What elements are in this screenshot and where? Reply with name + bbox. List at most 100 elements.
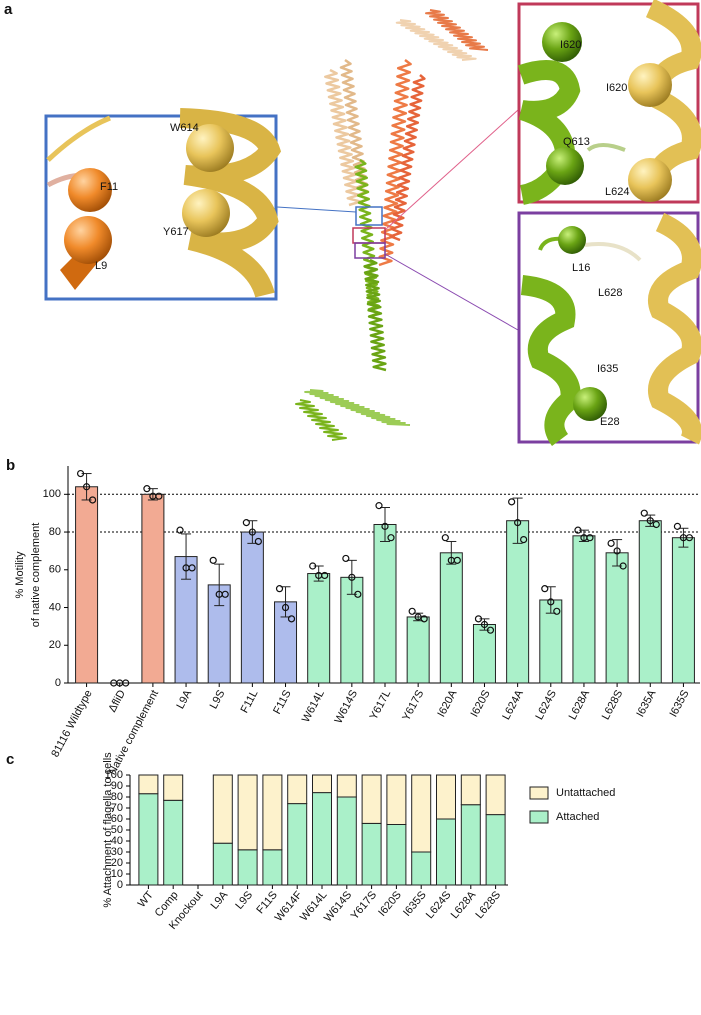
y-tick-label: 20 [49,639,61,651]
bar [671,537,695,684]
replicate-point [82,483,91,491]
y-tick-label: 40 [49,601,61,613]
replicate-point [619,562,627,570]
replicate-point [640,509,648,517]
helix [295,399,347,441]
bar-segment [336,796,357,886]
replicate-point [275,585,284,593]
replicate-point [76,469,85,478]
residue-label: L624 [605,186,629,198]
replicate-point [387,534,395,542]
connector [276,206,357,213]
residue-label: I635 [597,363,618,375]
replicate-point [188,564,196,572]
x-tick-label: I620S [469,688,493,719]
bar [605,552,629,684]
replicate-point [607,539,615,547]
replicate-point [309,562,317,570]
y-axis-label: of native complement [30,523,42,628]
residue-sphere [182,189,230,237]
helix [363,258,387,372]
y-tick-label: 0 [117,879,123,891]
y-tick-label: 0 [55,677,61,689]
residue-sphere [628,63,672,107]
replicate-point [242,519,250,527]
replicate-point [586,534,594,542]
helix [389,74,426,242]
replicate-point [155,492,163,500]
residue-sphere [68,168,112,212]
replicate-point [574,526,582,534]
helix [648,212,701,445]
helix [324,68,362,207]
x-tick-label: L624S [533,688,559,722]
replicate-point [646,517,654,525]
inset-purple [517,211,701,446]
x-tick-label: I620S [376,889,404,919]
x-tick-label: Y617S [349,889,379,922]
coil [46,115,111,162]
bar [638,520,662,684]
residue-label: L16 [572,262,590,274]
residue-sphere [546,147,584,185]
bar-segment [212,842,233,886]
bar-segment [163,799,184,886]
replicate-point [354,590,362,598]
x-tick-label: L628A [449,889,479,922]
y-tick-label: 70 [111,802,123,814]
x-tick-label: W614L [300,688,327,724]
bar [506,520,530,684]
x-tick-label: 81116 Wildtype [49,688,94,759]
replicate-point [143,485,151,493]
bar-segment [386,824,407,886]
replicate-point [613,547,621,555]
x-tick-label: W614S [322,889,354,924]
replicate-point [209,556,217,564]
helix [395,19,477,61]
y-tick-label: 40 [111,835,123,847]
replicate-point [375,502,383,510]
legend-label: Attached [556,811,599,823]
residue-label: L628 [598,287,622,299]
bar-segment [436,774,456,820]
replicate-point [541,585,549,593]
replicate-point [88,496,97,504]
replicate-point [453,556,461,564]
bar-segment [312,792,332,886]
residue-sphere [542,22,582,62]
x-tick-label: W614S [333,688,361,725]
bar [439,552,463,684]
bar-segment [262,849,283,886]
bar-segment [336,774,357,798]
legend-label: Untattached [556,787,615,799]
x-tick-label: L628A [567,688,593,722]
zoom-box [354,242,386,259]
legend-swatch [529,786,549,800]
replicate-point [176,526,184,534]
bar [307,573,331,684]
y-axis-label: % Motility [14,551,26,599]
replicate-point [248,528,256,536]
replicate-point [441,534,449,542]
bar-segment [312,774,332,794]
x-tick-label: Y617L [368,688,394,722]
replicate-point [508,498,516,506]
inset-red [517,0,701,205]
replicate-point [673,522,682,530]
replicate-point [652,520,660,529]
coil [586,143,626,152]
bar-segment [361,774,382,824]
replicate-point [685,534,694,542]
panel-label: a [4,1,13,18]
residue-sphere [558,226,586,254]
y-tick-label: 100 [105,769,123,781]
residue-sphere [186,124,234,172]
bar-segment [460,774,481,806]
helix [425,9,489,51]
residue-label: W614 [170,122,199,134]
residue-label: I620 [560,39,581,51]
bar-segment [163,774,184,801]
replicate-point [408,607,416,615]
replicate-point [553,607,561,615]
